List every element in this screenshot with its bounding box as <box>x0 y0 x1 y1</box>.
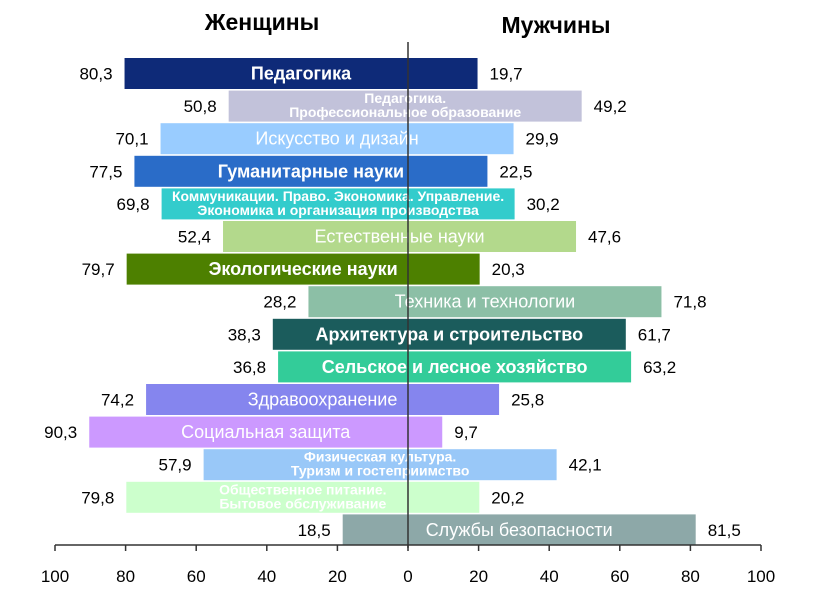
female-value-label: 74,2 <box>101 391 134 410</box>
female-value-label: 38,3 <box>228 325 261 344</box>
male-value-label: 22,5 <box>499 162 532 181</box>
bar-6 <box>223 221 577 252</box>
category-label: Службы безопасности <box>426 520 613 540</box>
category-label: Социальная защита <box>181 422 351 442</box>
male-value-label: 81,5 <box>708 521 741 540</box>
category-label: Техника и технологии <box>395 292 576 312</box>
x-tick-label: 60 <box>187 567 206 586</box>
x-tick-label: 20 <box>469 567 488 586</box>
male-value-label: 47,6 <box>588 228 621 247</box>
category-label: Естественные науки <box>315 227 485 247</box>
male-value-label: 71,8 <box>673 293 706 312</box>
category-label: Коммуникации. Право. Экономика. Управлен… <box>172 188 504 218</box>
male-value-label: 30,2 <box>527 195 560 214</box>
female-value-label: 50,8 <box>184 97 217 116</box>
category-label: Искусство и дизайн <box>255 129 418 149</box>
bar-5 <box>161 188 515 220</box>
category-label-line: Профессиональное образование <box>289 104 521 120</box>
category-label: Экологические науки <box>209 259 398 279</box>
bar-12 <box>89 416 443 448</box>
bar-14 <box>126 481 480 513</box>
category-label: Архитектура и строительство <box>315 324 583 344</box>
bar-2 <box>228 90 582 122</box>
left-title: Женщины <box>204 9 320 35</box>
right-title: Мужчины <box>502 12 611 38</box>
bar-15 <box>342 514 696 546</box>
x-tick-label: 100 <box>747 567 775 586</box>
category-label: Физическая культура. Туризм и гостеприимс… <box>291 449 470 479</box>
category-label-line: Коммуникации. Право. Экономика. Управлен… <box>172 188 504 204</box>
male-value-label: 29,9 <box>526 130 559 149</box>
x-tick-label: 80 <box>681 567 700 586</box>
male-value-label: 9,7 <box>454 423 478 442</box>
bar-11 <box>146 384 500 415</box>
female-value-label: 57,9 <box>159 456 192 475</box>
bar-10 <box>278 351 632 383</box>
x-tick-label: 40 <box>540 567 559 586</box>
male-value-label: 63,2 <box>643 358 676 377</box>
category-label: Общественное питание. Бытовое обслуживани… <box>219 481 386 511</box>
category-label-line: Общественное питание. <box>219 481 386 497</box>
x-tick-label: 0 <box>403 567 412 586</box>
male-value-label: 61,7 <box>638 325 671 344</box>
female-value-label: 80,3 <box>79 65 112 84</box>
female-value-label: 18,5 <box>298 521 331 540</box>
bar-3 <box>160 123 514 155</box>
bar-13 <box>203 449 557 481</box>
female-value-label: 36,8 <box>233 358 266 377</box>
x-tick-label: 60 <box>610 567 629 586</box>
female-value-label: 52,4 <box>178 228 211 247</box>
male-value-label: 20,2 <box>491 488 524 507</box>
female-value-label: 77,5 <box>89 162 122 181</box>
category-label: Педагогика <box>251 64 352 84</box>
female-value-label: 79,7 <box>82 260 115 279</box>
male-value-label: 49,2 <box>594 97 627 116</box>
category-label: Здравоохранение <box>248 390 398 410</box>
x-tick-label: 20 <box>328 567 347 586</box>
category-label-line: Педагогика. <box>364 90 446 106</box>
x-tick-label: 80 <box>116 567 135 586</box>
bar-4 <box>134 155 488 187</box>
bar-9 <box>272 318 626 350</box>
male-value-label: 25,8 <box>511 391 544 410</box>
category-label-line: Туризм и гостеприимство <box>291 463 470 479</box>
female-value-label: 69,8 <box>117 195 150 214</box>
category-label-line: Экономика и организация производства <box>197 202 479 218</box>
female-value-label: 79,8 <box>81 488 114 507</box>
bar-8 <box>308 286 662 318</box>
category-label: Гуманитарные науки <box>218 161 404 181</box>
bar-7 <box>126 253 480 285</box>
x-tick-label: 100 <box>41 567 69 586</box>
female-value-label: 28,2 <box>263 293 296 312</box>
category-label-line: Бытовое обслуживание <box>219 495 386 511</box>
male-value-label: 19,7 <box>490 65 523 84</box>
male-value-label: 20,3 <box>492 260 525 279</box>
female-value-label: 90,3 <box>44 423 77 442</box>
category-label: Педагогика. Профессиональное образование <box>289 90 521 120</box>
category-label: Сельское и лесное хозяйство <box>322 357 588 377</box>
bar-1 <box>124 58 478 89</box>
x-tick-label: 40 <box>257 567 276 586</box>
female-value-label: 70,1 <box>115 130 148 149</box>
category-label-line: Физическая культура. <box>304 449 456 465</box>
male-value-label: 42,1 <box>569 456 602 475</box>
